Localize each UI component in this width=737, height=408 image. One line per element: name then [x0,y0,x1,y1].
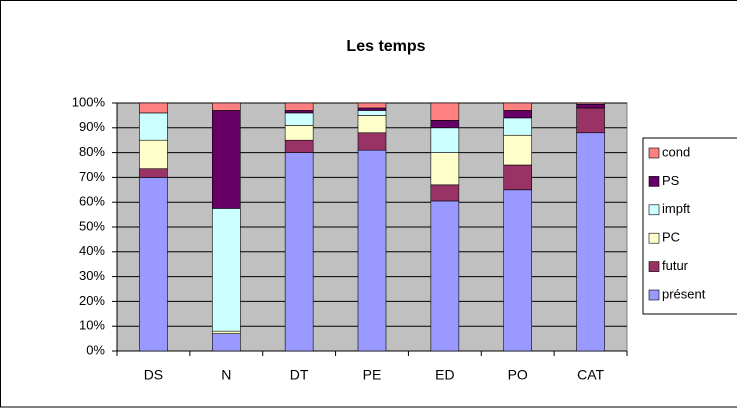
legend-box [642,137,737,315]
bar-segment [284,152,314,352]
x-tick-label: N [221,367,231,383]
bar-segment [139,177,168,352]
bar-segment [211,333,241,352]
bar-segment [284,112,314,126]
bar-segment [357,102,387,109]
bar-segment [503,102,533,111]
x-tick-label: DS [144,367,163,383]
bar-segment [284,110,314,114]
x-tick-label: PE [363,367,382,383]
bar-segment [576,103,605,109]
bar-segment [211,110,241,209]
bar-segment [430,102,460,121]
bar-segment [284,139,314,153]
bar-segment [284,102,314,111]
bar-segment [576,102,605,105]
bar-segment [211,330,241,334]
bar-segment [211,208,241,332]
legend-swatch [648,261,660,272]
bar-segment [503,189,533,352]
y-tick-label: 70% [79,169,105,184]
y-tick-label: 90% [79,119,105,134]
y-tick-label: 50% [79,218,105,233]
x-tick-label: CAT [577,367,604,383]
bar-segment [139,102,168,114]
legend-swatch [648,147,660,159]
bar-segment [284,125,314,141]
y-tick-label: 100% [72,94,106,109]
bar-segment [576,132,605,352]
bar-segment [576,107,605,134]
bar-segment [430,127,460,153]
bar-segment [430,184,460,202]
bar-segment [430,120,460,129]
bar-segment [357,115,387,134]
legend-swatch [648,204,660,216]
bar-segment [503,134,533,166]
legend-swatch [648,232,660,244]
x-tick-label: ED [435,367,454,383]
bar-segment [139,168,168,178]
bar-segment [503,164,533,191]
y-tick-label: 20% [79,293,105,308]
bar-segment [430,200,460,352]
x-tick-label: DT [290,367,309,383]
bar-segment [430,152,460,186]
legend-label: futur [662,258,689,273]
bar-segment [357,107,387,111]
bar-segment [211,102,241,111]
x-tick-label: PO [508,367,528,383]
bar-segment [357,149,387,352]
bar-segment [139,139,168,170]
legend-label: PS [662,173,680,188]
legend-swatch [648,176,660,187]
chart-title: Les temps [346,38,425,55]
y-tick-label: 10% [79,318,105,333]
legend-label: PC [662,230,680,245]
bar-segment [503,117,533,136]
legend-swatch [648,289,660,301]
legend-label: impft [662,201,691,216]
y-tick-label: 80% [79,144,105,159]
bar-segment [503,110,533,119]
y-tick-label: 40% [79,243,105,258]
bar-segment [139,112,168,141]
y-tick-label: 30% [79,268,105,283]
y-tick-label: 60% [79,194,105,209]
bar-segment [357,110,387,116]
y-tick-label: 0% [86,342,105,357]
bar-segment [357,132,387,151]
legend-label: cond [662,144,690,159]
legend-label: présent [662,286,706,301]
